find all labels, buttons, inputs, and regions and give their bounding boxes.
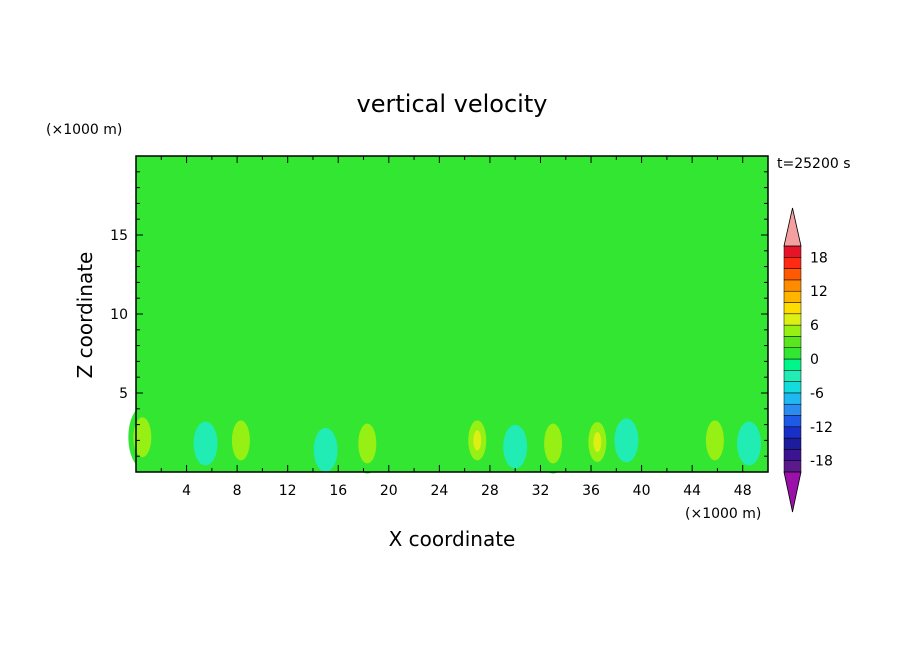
x-tick-label: 12: [279, 483, 297, 499]
colorbar-cell: [783, 268, 802, 281]
colorbar-tick-label: -18: [810, 454, 833, 470]
colorbar-cell: [783, 381, 802, 394]
x-tick-label: 28: [481, 483, 499, 499]
updraft-cell: [705, 420, 724, 461]
updraft-cell: [231, 420, 250, 461]
colorbar-cell: [783, 290, 802, 303]
x-tick-label: 44: [683, 483, 701, 499]
colorbar-cell: [783, 437, 802, 450]
downdraft-cell: [193, 421, 218, 466]
updraft-plume: [148, 260, 263, 429]
colorbar-tick-label: -12: [810, 420, 833, 436]
updraft-patch: [543, 225, 576, 232]
colorbar-cell: [783, 279, 802, 292]
colorbar-cell: [783, 324, 802, 337]
updraft-cell: [133, 417, 152, 458]
colorbar-cell: [783, 245, 802, 258]
colorbar-cell: [783, 347, 802, 360]
colorbar-tick-label: -6: [810, 386, 824, 402]
colorbar-tick-label: 0: [810, 352, 819, 368]
colorbar-cell: [783, 449, 802, 461]
chart-title: vertical velocity: [357, 90, 548, 118]
y-axis-unit: (×1000 m): [46, 122, 122, 138]
colorbar-cell: [783, 302, 802, 315]
colorbar-cell: [783, 415, 802, 428]
downdraft-cell: [313, 427, 338, 472]
updraft-cell-core: [473, 430, 482, 451]
colorbar-tick-label: 12: [810, 284, 828, 300]
x-tick-label: 32: [532, 483, 550, 499]
colorbar: -18 -12 -6 0 6 12 18: [783, 207, 833, 513]
colorbar-cell: [783, 426, 802, 439]
time-label: t=25200 s: [777, 156, 851, 172]
colorbar-cell: [783, 370, 802, 382]
x-tick-label: 36: [582, 483, 600, 499]
y-tick-label: 5: [119, 386, 128, 402]
y-tick-label: 10: [110, 307, 128, 323]
colorbar-tick-label: 6: [810, 318, 819, 334]
colorbar-cell: [783, 336, 802, 348]
x-tick-label: 48: [734, 483, 752, 499]
colorbar-over-arrow: [783, 207, 802, 247]
downdraft-cell: [737, 421, 762, 466]
colorbar-tick-label: 18: [810, 250, 828, 266]
y-axis-label: Z coordinate: [73, 252, 97, 379]
updraft-plume: [344, 239, 465, 429]
colorbar-cell: [783, 313, 802, 326]
colorbar-cell: [783, 392, 802, 405]
colorbar-cell: [783, 460, 802, 473]
x-tick-label: 4: [182, 483, 191, 499]
x-axis-unit: (×1000 m): [685, 506, 761, 522]
downdraft-cell: [503, 424, 528, 469]
colorbar-cell: [783, 257, 802, 269]
x-tick-label: 24: [430, 483, 448, 499]
colorbar-cell: [783, 358, 802, 371]
x-axis-label: X coordinate: [389, 527, 516, 551]
y-tick-label: 15: [110, 228, 128, 244]
x-tick-label: 40: [633, 483, 651, 499]
x-tick-label: 8: [233, 483, 242, 499]
downdraft-cell: [614, 418, 639, 463]
colorbar-under-arrow: [783, 471, 802, 513]
updraft-cell: [544, 423, 563, 464]
colorbar-cell: [783, 403, 802, 416]
updraft-plume: [622, 257, 768, 429]
updraft-cell-core: [593, 431, 602, 452]
x-tick-label: 16: [329, 483, 347, 499]
updraft-cell: [358, 423, 377, 464]
x-tick-label: 20: [380, 483, 398, 499]
